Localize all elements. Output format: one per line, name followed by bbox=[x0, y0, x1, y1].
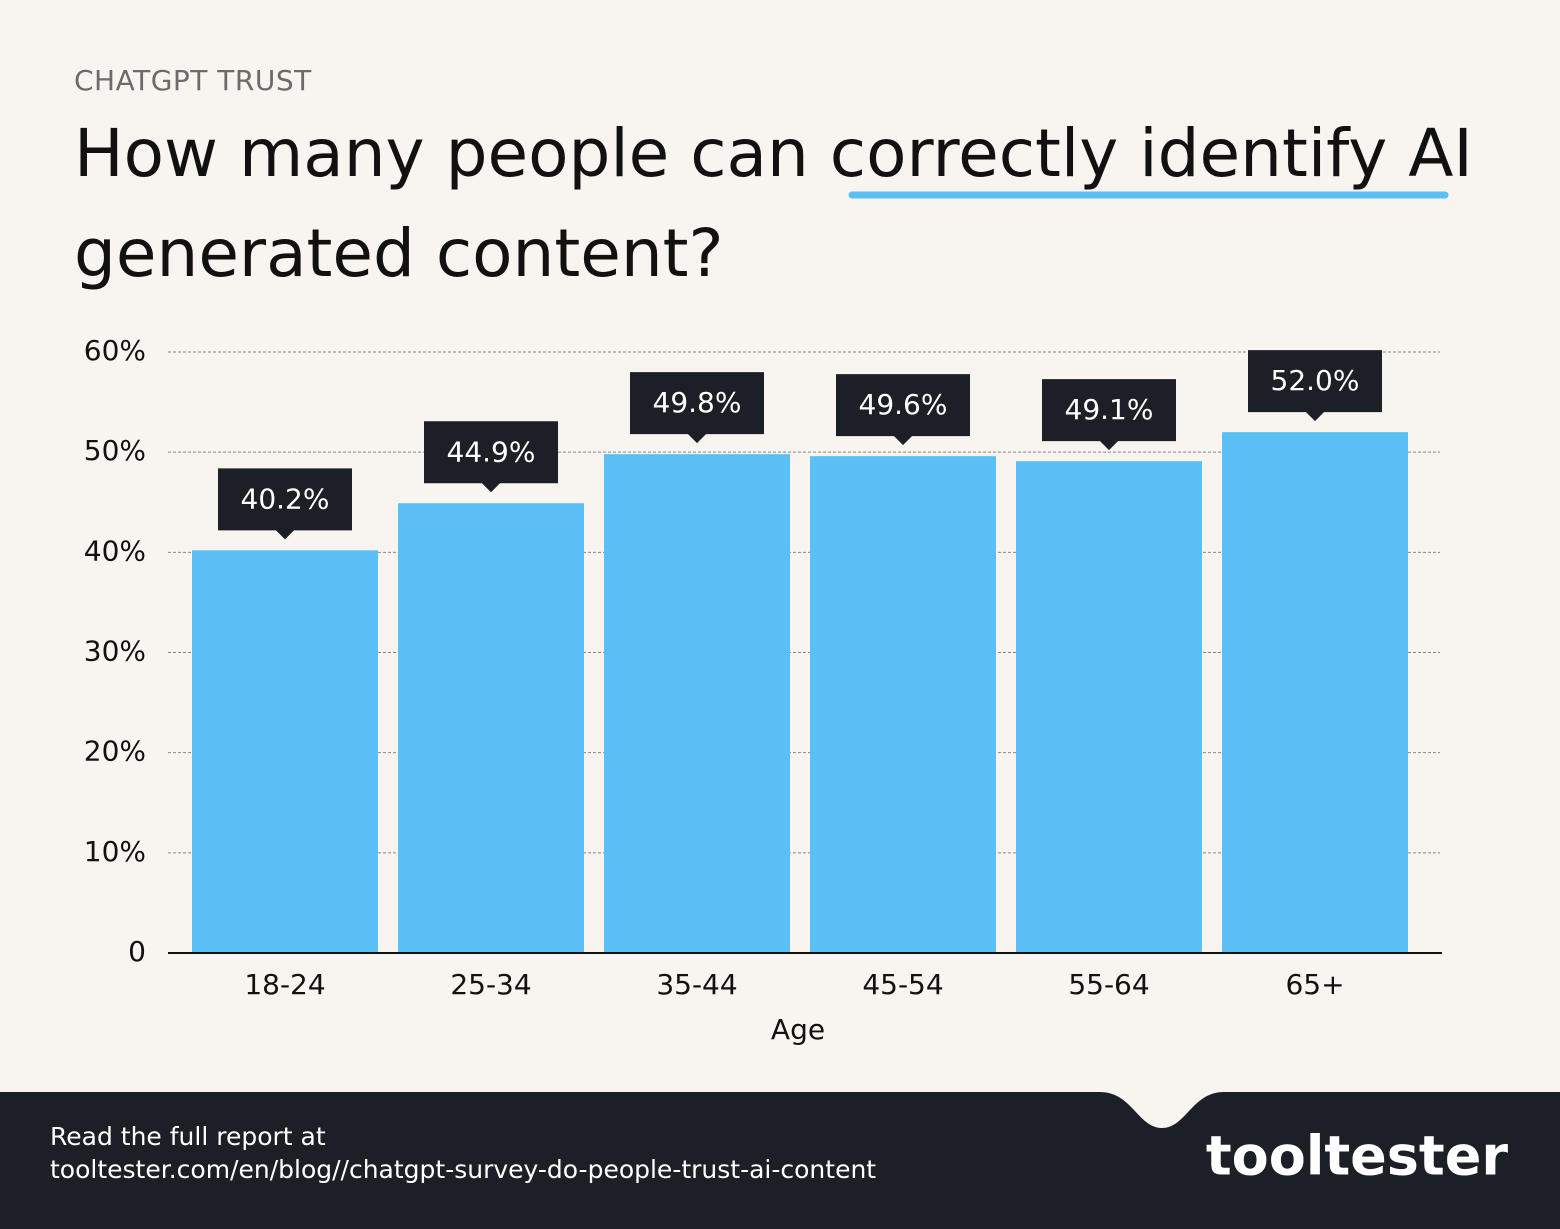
value-label-box bbox=[836, 374, 970, 446]
y-tick-label: 50% bbox=[84, 434, 146, 467]
y-tick-label: 20% bbox=[84, 735, 146, 768]
footer-band bbox=[0, 1092, 1560, 1229]
x-tick-label: 18-24 bbox=[244, 968, 325, 1001]
bar bbox=[1016, 461, 1202, 953]
x-tick-label: 35-44 bbox=[656, 968, 737, 1001]
value-label: 49.8% bbox=[653, 386, 742, 419]
y-tick-label: 10% bbox=[84, 835, 146, 868]
y-tick-label: 30% bbox=[84, 635, 146, 668]
value-label-box bbox=[424, 421, 558, 493]
value-label-box bbox=[1248, 350, 1382, 422]
value-label: 44.9% bbox=[447, 435, 536, 468]
value-label: 40.2% bbox=[241, 482, 330, 515]
footer-text: Read the full report at bbox=[50, 1122, 326, 1151]
value-label-box bbox=[1042, 379, 1176, 451]
bar bbox=[810, 456, 996, 953]
y-tick-label: 40% bbox=[84, 534, 146, 567]
x-axis-label: Age bbox=[771, 1013, 825, 1046]
value-label: 49.6% bbox=[859, 388, 948, 421]
x-tick-label: 25-34 bbox=[450, 968, 531, 1001]
x-tick-label: 55-64 bbox=[1068, 968, 1149, 1001]
x-tick-label: 65+ bbox=[1285, 968, 1344, 1001]
value-label: 52.0% bbox=[1271, 364, 1360, 397]
supertitle: CHATGPT TRUST bbox=[74, 64, 312, 97]
bar bbox=[1222, 432, 1408, 954]
bar bbox=[604, 454, 790, 953]
y-tick-label: 0 bbox=[128, 935, 146, 968]
value-label-box bbox=[218, 468, 352, 540]
chart-title: How many people can correctly identify A… bbox=[74, 115, 1473, 292]
y-tick-label: 60% bbox=[84, 334, 146, 367]
bar bbox=[192, 550, 378, 953]
bar bbox=[398, 503, 584, 953]
value-label: 49.1% bbox=[1065, 393, 1154, 426]
logo: tooltester bbox=[1206, 1125, 1509, 1188]
value-label-box bbox=[630, 372, 764, 444]
x-tick-label: 45-54 bbox=[862, 968, 943, 1001]
footer-url: tooltester.com/en/blog//chatgpt-survey-d… bbox=[50, 1155, 876, 1184]
